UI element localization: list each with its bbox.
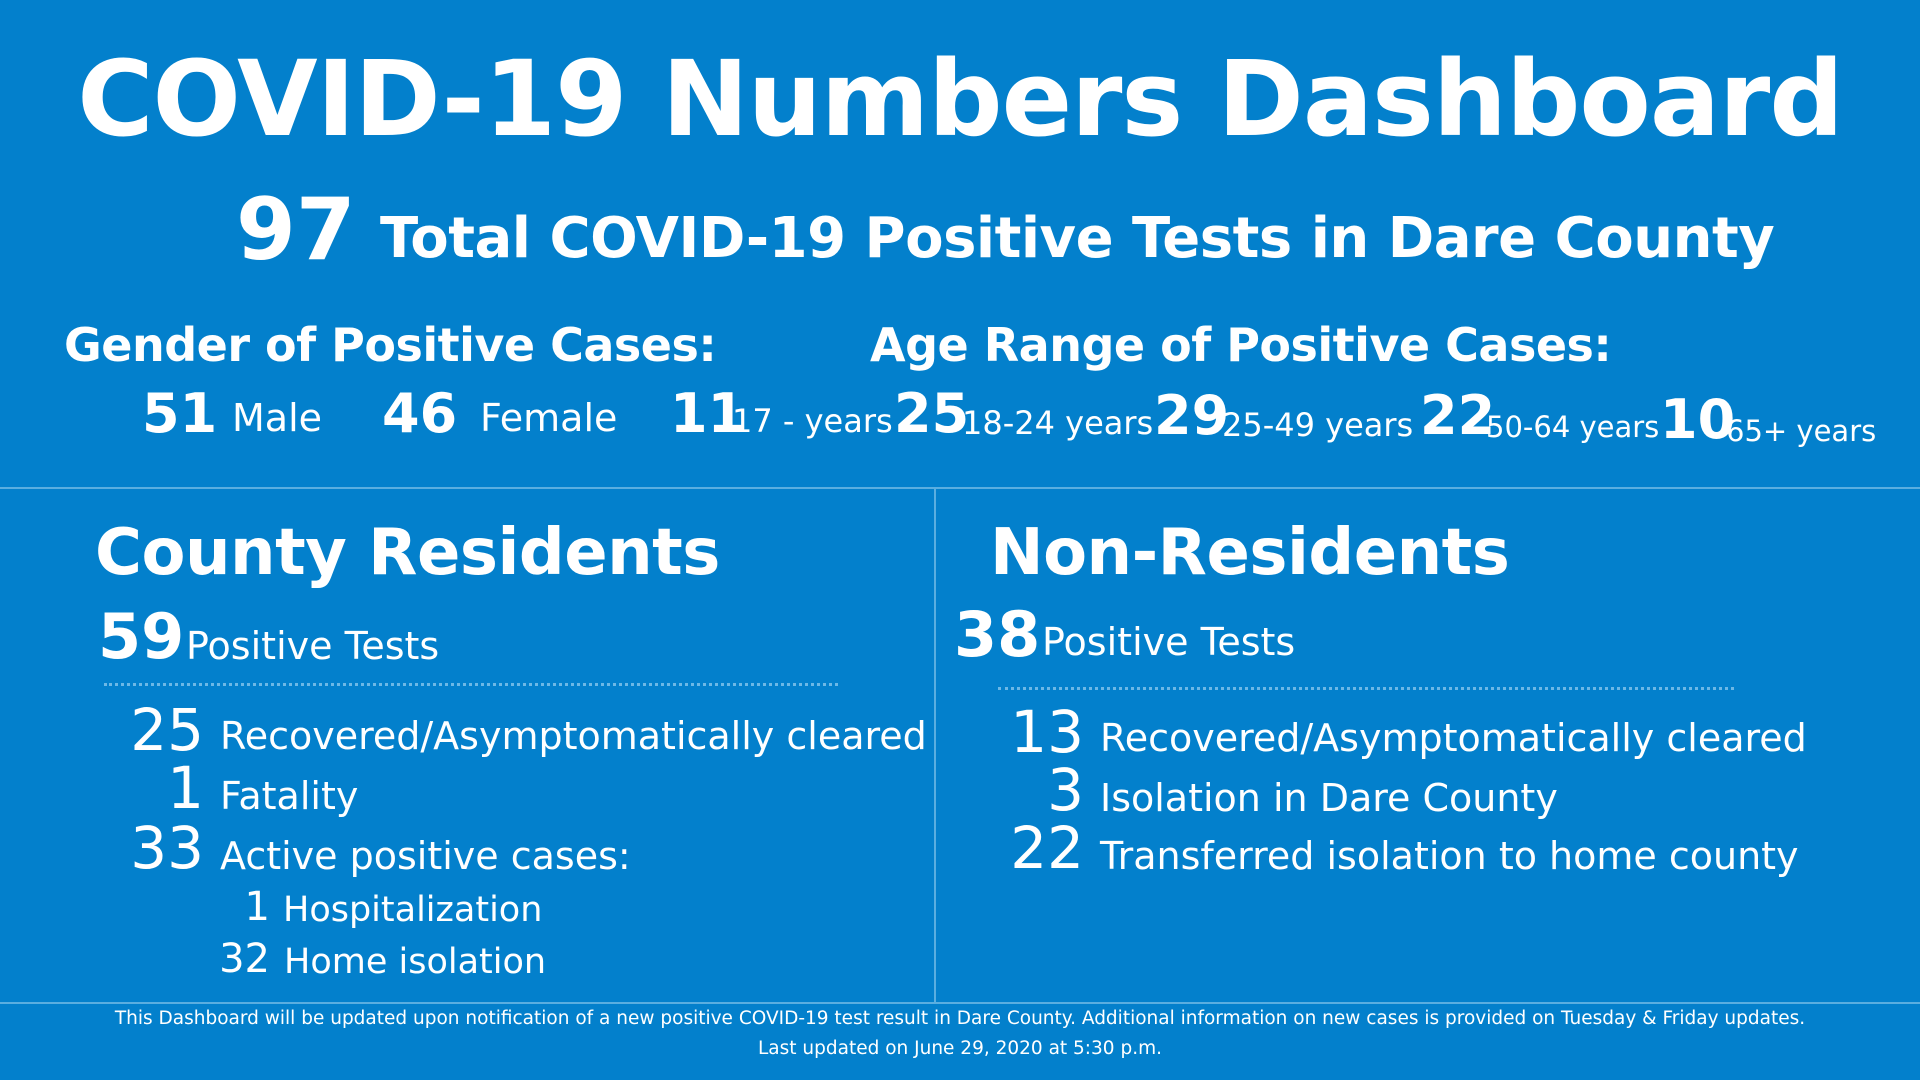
residents-positive-label: Positive Tests	[186, 624, 440, 668]
non-residents-transferred-count: 22	[1010, 814, 1084, 882]
residents-dotted-divider	[104, 683, 838, 686]
non-residents-positive-count: 38	[954, 598, 1041, 671]
residents-fatality-label: Fatality	[220, 774, 359, 818]
age-65-label: 65+ years	[1726, 414, 1877, 448]
age-25-49-count: 29	[1154, 384, 1230, 447]
gender-female-label: Female	[480, 396, 618, 440]
age-50-64-count: 22	[1420, 384, 1496, 447]
residents-hospitalization-count: 1	[244, 884, 270, 930]
gender-male-label: Male	[232, 396, 323, 440]
gender-heading: Gender of Positive Cases:	[64, 318, 717, 372]
residents-hospitalization-label: Hospitalization	[283, 890, 543, 930]
residents-positive-count: 59	[98, 600, 185, 673]
gender-female-count: 46	[382, 382, 458, 445]
age-17-label: 17 - years	[732, 402, 893, 440]
non-residents-isolation-count: 3	[1047, 756, 1084, 824]
residents-recovered-count: 25	[130, 696, 204, 764]
age-18-24-count: 25	[894, 382, 970, 445]
non-residents-isolation-label: Isolation in Dare County	[1100, 776, 1558, 820]
age-17-count: 11	[670, 382, 746, 445]
page-title: COVID-19 Numbers Dashboard	[77, 38, 1844, 160]
gender-male-count: 51	[142, 382, 218, 445]
residents-active-label: Active positive cases:	[220, 834, 631, 878]
non-residents-heading: Non-Residents	[990, 516, 1510, 590]
non-residents-dotted-divider	[998, 687, 1734, 690]
residents-fatality-count: 1	[167, 754, 204, 822]
age-18-24-label: 18-24 years	[962, 404, 1154, 442]
age-50-64-label: 50-64 years	[1486, 410, 1660, 444]
bottom-divider	[0, 1002, 1920, 1004]
non-residents-positive-label: Positive Tests	[1042, 620, 1296, 664]
residents-home-isolation-count: 32	[219, 936, 270, 982]
residents-home-isolation-label: Home isolation	[284, 942, 547, 982]
residents-recovered-label: Recovered/Asymptomatically cleared	[220, 714, 927, 758]
non-residents-recovered-label: Recovered/Asymptomatically cleared	[1100, 716, 1807, 760]
total-positive-label: Total COVID-19 Positive Tests in Dare Co…	[380, 206, 1775, 271]
age-heading: Age Range of Positive Cases:	[870, 318, 1612, 372]
age-25-49-label: 25-49 years	[1222, 406, 1414, 444]
footer-note: This Dashboard will be updated upon noti…	[114, 1008, 1806, 1029]
residents-heading: County Residents	[95, 516, 720, 590]
column-divider	[934, 488, 936, 1002]
age-65-count: 10	[1660, 388, 1736, 451]
residents-active-count: 33	[130, 814, 204, 882]
non-residents-recovered-count: 13	[1010, 698, 1084, 766]
non-residents-transferred-label: Transferred isolation to home county	[1100, 834, 1799, 878]
total-positive-count: 97	[236, 180, 356, 280]
footer-last-updated: Last updated on June 29, 2020 at 5:30 p.…	[757, 1038, 1162, 1059]
top-divider	[0, 487, 1920, 489]
